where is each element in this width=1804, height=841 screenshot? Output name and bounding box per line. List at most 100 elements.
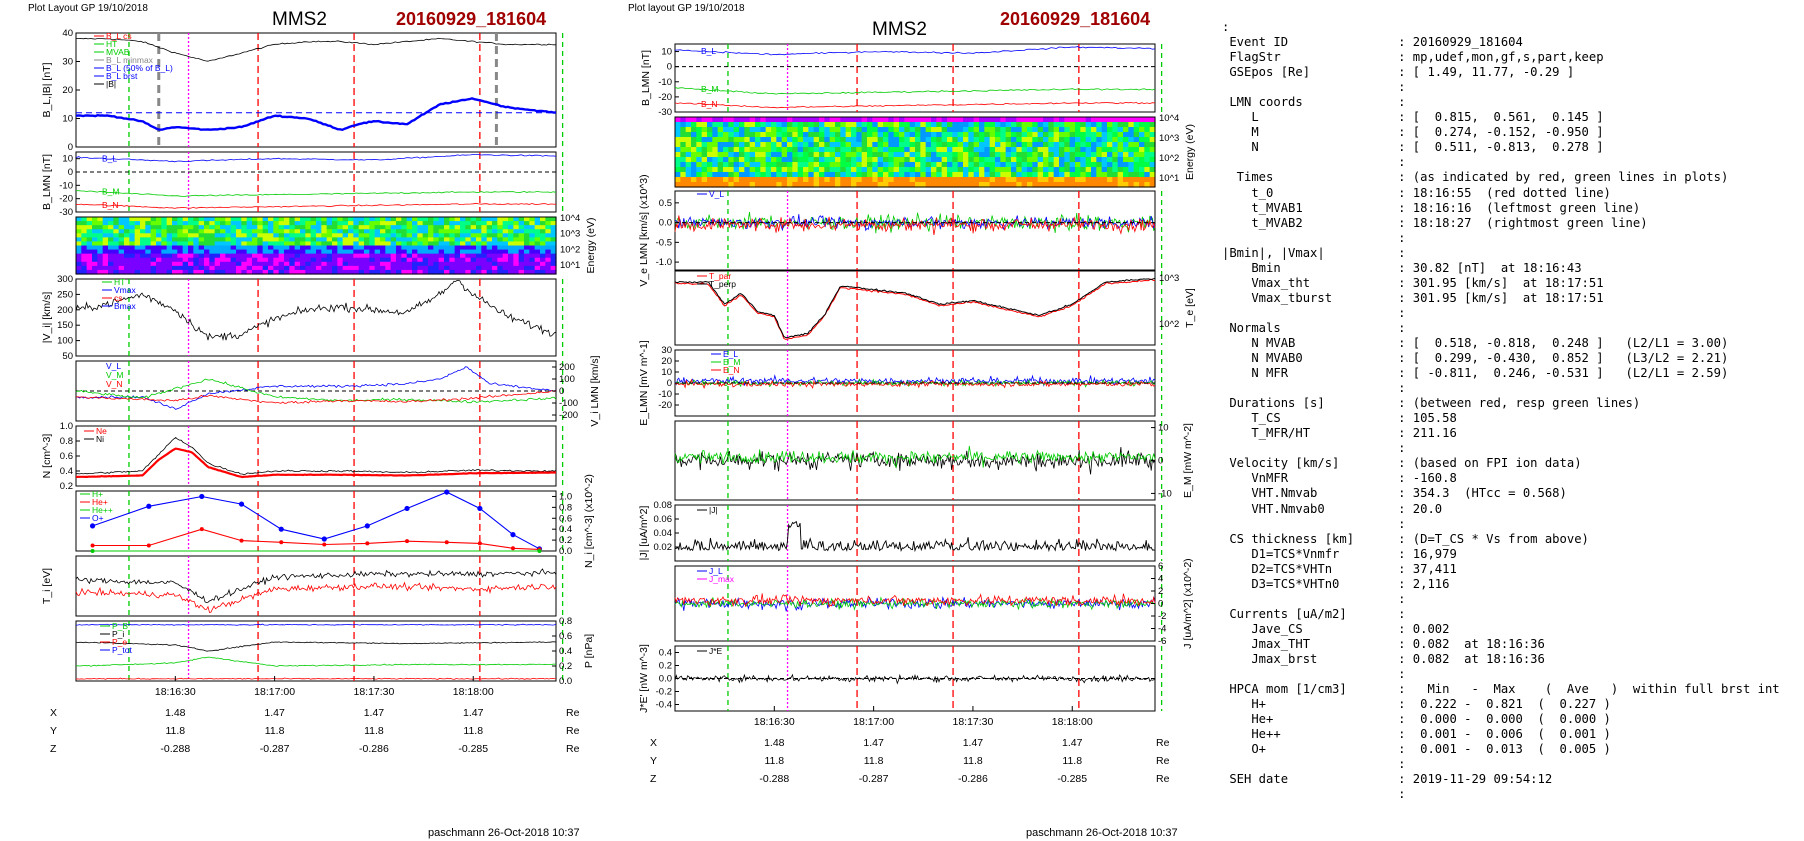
right-panel-e-spectrogram-heat-cell [760, 127, 767, 133]
left-panel-ion-spectrogram-heat-cell [348, 257, 354, 263]
info-line: T_CS : 105.58 [1222, 411, 1457, 426]
left-panel-ion-spectrogram-heat-cell [529, 237, 536, 243]
left-panel-ion-spectrogram-heat-cell [273, 237, 280, 243]
right-panel-e-spectrogram-heat-cell [765, 137, 772, 143]
left-panel-ion-spectrogram-heat-cell [273, 221, 280, 226]
left-panel-ion-spectrogram-heat-cell [316, 265, 322, 271]
left-panel-n-ticklabel: 0.8 [60, 436, 73, 447]
right-panel-e-spectrogram-heat-cell [792, 162, 799, 168]
right-panel-e-spectrogram-heat-cell [1043, 142, 1049, 148]
left-panel-ni-point [444, 489, 450, 495]
right-panel-e-spectrogram-heat-cell [1123, 167, 1129, 173]
right-panel-e-spectrogram-heat-cell [712, 117, 719, 123]
right-panel-e-spectrogram-heat-cell [781, 172, 788, 178]
left-panel-ion-spectrogram-heat-cell [513, 253, 520, 259]
right-panel-e-spectrogram-heat-cell [728, 132, 735, 138]
left-panel-ion-spectrogram-heat-cell [326, 229, 333, 234]
left-panel-ion-spectrogram-heat-cell [465, 217, 472, 222]
right-panel-e-spectrogram-heat-cell [1016, 137, 1023, 143]
right-panel-e-spectrogram-heat-cell [979, 167, 985, 173]
right-panel-e-spectrogram-heat-cell [851, 122, 857, 128]
right-panel-e-spectrogram-heat-cell [1096, 162, 1103, 168]
right-panel-e-spectrogram-heat-cell [1021, 172, 1028, 178]
right-panel-e-spectrogram-heat-cell [835, 177, 841, 183]
right-panel-e-spectrogram-heat-cell [936, 167, 943, 173]
left-panel-ion-spectrogram-heat-cell [369, 225, 376, 230]
left-panel-ion-spectrogram-heat-cell [108, 245, 114, 251]
left-panel-ion-spectrogram-heat-cell [545, 269, 552, 275]
right-panel-e-spectrogram-heat-cell [947, 132, 953, 138]
left-panel-ion-spectrogram-heat-cell [124, 229, 130, 234]
left-panel-vilmn-ticklabel: 200 [559, 362, 575, 373]
right-panel-ve-frame [674, 190, 1156, 271]
right-panel-e-spectrogram-heat-cell [920, 152, 927, 158]
right-panel-e-spectrogram-heat-cell [680, 182, 687, 188]
left-panel-ion-spectrogram-heat-cell [380, 237, 386, 243]
left-panel-b-legend-label: HT [106, 39, 117, 49]
left-panel-ion-spectrogram-heat-cell [502, 229, 509, 234]
left-panel-ion-spectrogram-heat-cell [385, 261, 392, 267]
left-panel-ion-spectrogram-heat-cell [300, 225, 306, 230]
left-panel-ion-spectrogram-heat-cell [150, 253, 157, 259]
left-panel-ion-spectrogram-heat-cell [444, 269, 450, 275]
right-panel-e-spectrogram-heat-cell [696, 177, 703, 183]
right-panel-e-spectrogram-heat-cell [947, 172, 953, 178]
left-panel-ion-spectrogram-heat-cell [385, 229, 392, 234]
right-panel-e-spectrogram-heat-cell [840, 172, 847, 178]
right-panel-e-spectrogram-heat-cell [856, 172, 863, 178]
left-pos-value: -0.288 [160, 743, 190, 755]
left-panel-ion-spectrogram-heat-cell [118, 249, 125, 255]
left-panel-ion-spectrogram-heat-cell [209, 265, 216, 271]
right-panel-e-spectrogram-heat-cell [957, 172, 964, 178]
left-panel-ion-spectrogram-heat-cell [518, 221, 525, 226]
right-panel-e-spectrogram-heat-cell [739, 132, 745, 138]
left-panel-ion-spectrogram-heat-cell [449, 217, 456, 222]
left-panel-ni-point [510, 532, 516, 538]
right-panel-e-spectrogram-heat-cell [744, 147, 751, 153]
info-line: SEH date : 2019-11-29 09:54:12 [1222, 772, 1553, 787]
info-line: Vmax_tht : 301.95 [km/s] at 18:17:51 [1222, 275, 1604, 290]
left-panel-ion-spectrogram-heat-cell [502, 221, 509, 226]
left-panel-ion-spectrogram-heat-cell [412, 245, 418, 251]
left-panel-ion-spectrogram-heat-cell [204, 217, 210, 222]
right-panel-e-spectrogram-heat-cell [728, 122, 735, 128]
left-panel-ion-spectrogram-heat-cell [518, 241, 525, 247]
right-panel-e-spectrogram-heat-cell [701, 157, 708, 163]
right-panel-e-spectrogram-heat-cell [691, 172, 697, 178]
right-panel-e-spectrogram-heat-cell [920, 157, 927, 163]
right-panel-e-spectrogram-heat-cell [717, 142, 724, 148]
left-panel-ion-spectrogram-heat-cell [465, 225, 472, 230]
left-panel-ion-spectrogram-heat-cell [518, 229, 525, 234]
right-panel-e-spectrogram-heat-cell [1059, 177, 1065, 183]
right-panel-e-spectrogram-heat-cell [701, 142, 708, 148]
left-panel-ion-spectrogram-heat-cell [236, 261, 242, 267]
right-panel-e-spectrogram-heat-cell [808, 117, 815, 123]
right-panel-e-spectrogram-heat-cell [691, 142, 697, 148]
left-panel-ion-spectrogram-heat-cell [161, 265, 168, 271]
right-panel-e-spectrogram-heat-cell [696, 172, 703, 178]
right-panel-te-ylabel: T_e [eV] [1184, 288, 1196, 328]
right-panel-e-spectrogram-heat-cell [968, 117, 975, 123]
left-panel-ion-spectrogram-heat-cell [257, 233, 264, 238]
left-panel-b-btotal-line [75, 37, 556, 62]
left-panel-ion-spectrogram-heat-cell [444, 253, 450, 259]
left-panel-ion-spectrogram-heat-cell [294, 253, 301, 259]
left-panel-ion-spectrogram-heat-cell [214, 245, 221, 251]
left-panel-ion-spectrogram-heat-cell [358, 241, 365, 247]
right-panel-e-spectrogram-heat-cell [1027, 147, 1033, 153]
right-panel-e-spectrogram-heat-cell [909, 142, 916, 148]
left-panel-ion-spectrogram-heat-cell [284, 237, 290, 243]
right-panel-e-spectrogram-heat-cell [915, 182, 921, 188]
left-panel-ion-spectrogram-heat-cell [502, 261, 509, 267]
left-panel-ni-series-line [92, 528, 540, 550]
left-panel-ion-spectrogram-heat-cell [230, 245, 237, 251]
right-panel-e-spectrogram-heat-cell [899, 132, 905, 138]
right-panel-e-spectrogram-heat-cell [755, 182, 761, 188]
right-panel-e-spectrogram-heat-cell [1021, 167, 1028, 173]
left-panel-ion-spectrogram-heat-cell [204, 241, 210, 247]
right-panel-e-spectrogram-heat-cell [1101, 172, 1108, 178]
right-panel-blmn-frame [674, 43, 1156, 113]
right-panel-e-spectrogram-heat-cell [925, 157, 932, 163]
right-panel-e-spectrogram-heat-cell [979, 127, 985, 133]
left-panel-ion-spectrogram-heat-cell [129, 261, 136, 267]
